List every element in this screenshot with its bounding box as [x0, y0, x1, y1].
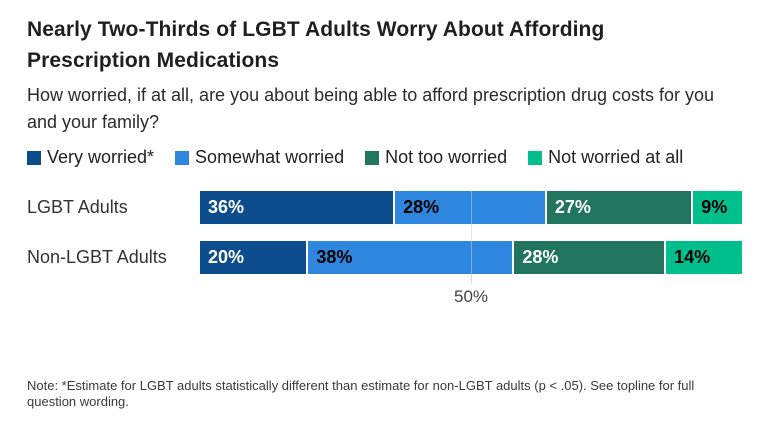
legend-label: Very worried*: [47, 147, 155, 167]
row-label: Non-LGBT Adults: [27, 247, 167, 267]
bar-row: Non-LGBT Adults 20% 38% 28% 14%: [0, 241, 768, 274]
bar-segment: 9%: [693, 191, 742, 224]
stacked-bar: 20% 38% 28% 14%: [200, 241, 742, 274]
bar-segment-value: 28%: [522, 247, 559, 267]
legend-label: Not worried at all: [548, 147, 684, 167]
bar-segment: 14%: [666, 241, 742, 274]
legend-item: Very worried*: [27, 147, 154, 168]
bar-segment-value: 9%: [701, 197, 728, 217]
bar-segment-value: 36%: [208, 197, 245, 217]
bar-segment: 38%: [308, 241, 515, 274]
row-label: LGBT Adults: [27, 197, 128, 217]
bar-row: LGBT Adults 36% 28% 27% 9%: [0, 191, 768, 224]
bar-segment-value: 28%: [403, 197, 440, 217]
bar-segment: 28%: [514, 241, 667, 274]
stacked-bar: 36% 28% 27% 9%: [200, 191, 742, 224]
legend-item: Not worried at all: [528, 147, 683, 168]
legend: Very worried* Somewhat worried Not too wor…: [27, 147, 757, 168]
chart-title: Nearly Two-Thirds of LGBT Adults Worry A…: [27, 18, 605, 72]
bar-segment: 28%: [395, 191, 547, 224]
bar-segment: 36%: [200, 191, 396, 224]
bar-segment-value: 38%: [316, 247, 353, 267]
bar-segment-value: 14%: [674, 247, 711, 267]
legend-swatch-icon: [365, 150, 380, 165]
footnote: Note: *Estimate for LGBT adults statisti…: [27, 378, 695, 409]
legend-label: Not too worried: [385, 147, 508, 167]
bar-segment-value: 20%: [208, 247, 245, 267]
chart-subtitle: How worried, if at all, are you about be…: [27, 85, 715, 132]
bar-segment: 20%: [200, 241, 309, 274]
legend-swatch-icon: [27, 150, 41, 165]
x-axis-tick-label: 50%: [453, 287, 489, 306]
legend-item: Not too worried: [365, 147, 507, 168]
bar-segment: 27%: [546, 191, 694, 224]
legend-swatch-icon: [528, 150, 543, 165]
legend-swatch-icon: [175, 150, 190, 165]
legend-item: Somewhat worried: [175, 147, 344, 168]
gridline-50pct: [471, 191, 472, 284]
legend-label: Somewhat worried: [195, 147, 345, 167]
bar-segment-value: 27%: [554, 197, 591, 217]
gridline-50pct-overlay: [471, 191, 472, 274]
